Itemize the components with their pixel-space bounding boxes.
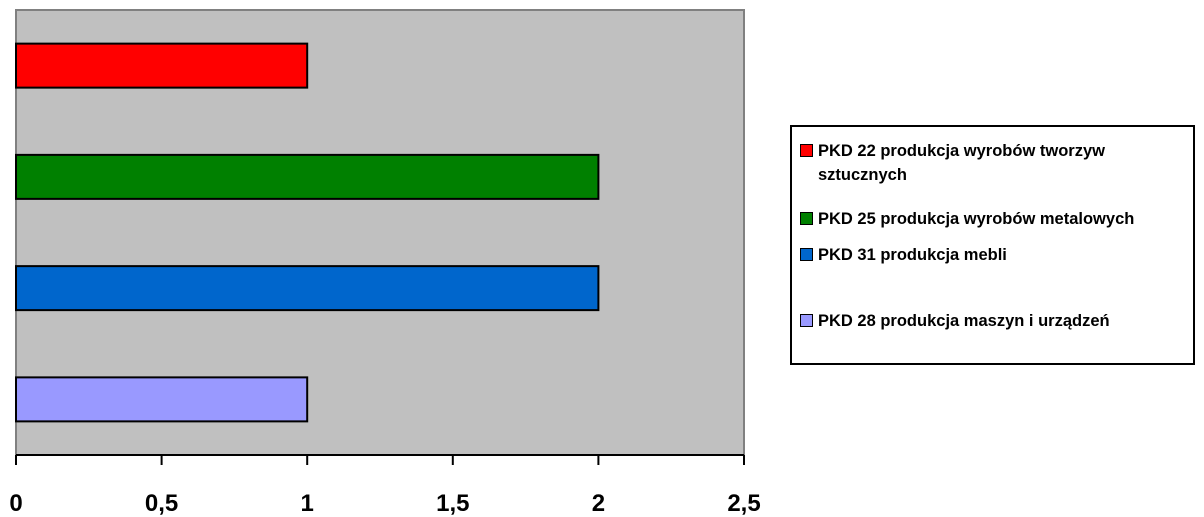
legend-item-pkd28: PKD 28 produkcja maszyn i urządzeń <box>800 309 1189 333</box>
legend-swatch-pkd25 <box>800 212 813 225</box>
x-tick-label-4: 2 <box>592 490 605 517</box>
legend-swatch-pkd22 <box>800 144 813 157</box>
bar-1 <box>15 42 309 89</box>
legend-item-pkd22: PKD 22 produkcja wyrobów tworzyw sztuczn… <box>800 139 1189 187</box>
bar-3 <box>15 265 600 312</box>
legend-swatch-pkd28 <box>800 314 813 327</box>
legend-label-pkd28: PKD 28 produkcja maszyn i urządzeń <box>818 312 1110 330</box>
legend: PKD 22 produkcja wyrobów tworzyw sztuczn… <box>790 125 1195 365</box>
legend-item-pkd31: PKD 31 produkcja mebli <box>800 243 1189 267</box>
x-tick-label-2: 1 <box>301 490 314 517</box>
bar-4 <box>15 376 309 423</box>
legend-label-pkd22: PKD 22 produkcja wyrobów tworzyw sztuczn… <box>818 142 1105 184</box>
x-tick-label-5: 2,5 <box>727 490 760 517</box>
legend-label-pkd25: PKD 25 produkcja wyrobów metalowych <box>818 210 1135 228</box>
bar-2 <box>15 153 600 200</box>
x-axis-ticks <box>15 455 745 465</box>
x-axis-tick-labels: 0 0,5 1 1,5 2 2,5 <box>9 490 760 517</box>
legend-label-pkd31: PKD 31 produkcja mebli <box>818 246 1007 264</box>
x-tick-label-0: 0 <box>9 490 22 517</box>
bars-group <box>15 42 600 423</box>
x-tick-label-1: 0,5 <box>145 490 178 517</box>
legend-item-pkd25: PKD 25 produkcja wyrobów metalowych <box>800 207 1189 231</box>
legend-swatch-pkd31 <box>800 248 813 261</box>
x-tick-label-3: 1,5 <box>436 490 469 517</box>
